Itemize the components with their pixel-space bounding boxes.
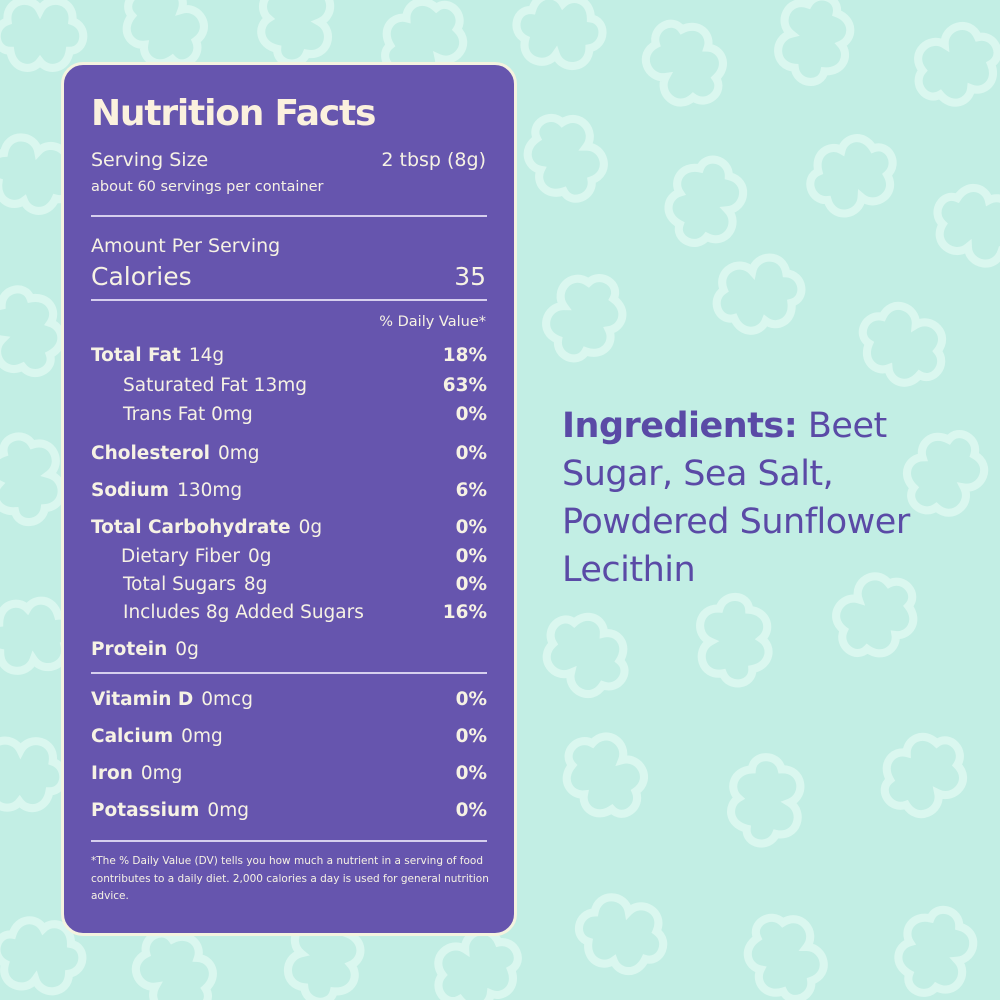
nutrient-amount: 0g (247, 546, 272, 567)
nutrient-label: Total Fat (91, 345, 181, 366)
nutrient-name: Cholesterol 0mg (91, 443, 259, 464)
nutrient-row: Total Fat 14g 18% (91, 345, 487, 369)
calories-label: Calories (91, 262, 192, 291)
nutrient-amount: 0g (175, 639, 199, 660)
nutrient-amount: 14g (188, 345, 225, 366)
nutrient-name: Vitamin D 0mcg (91, 689, 253, 710)
nutrient-name: Trans Fat 0mg (123, 404, 253, 425)
ingredients-label: Ingredients: (562, 406, 798, 446)
nutrient-daily-value: 0% (455, 800, 487, 821)
nutrient-name: Includes 8g Added Sugars (123, 602, 364, 623)
nutrient-label: Saturated Fat 13mg (123, 375, 307, 396)
nutrient-daily-value: 16% (442, 602, 487, 623)
nutrient-label: Protein (91, 639, 168, 660)
nutrient-daily-value: 0% (455, 517, 487, 538)
nutrient-name: Calcium 0mg (91, 726, 223, 747)
nutrient-daily-value: 63% (442, 375, 487, 396)
nutrient-label: Dietary Fiber (121, 546, 240, 567)
nutrient-daily-value: 0% (455, 726, 487, 747)
nutrient-name: Protein 0g (91, 639, 199, 660)
nutrient-row: Trans Fat 0mg 0% (91, 404, 487, 428)
nutrient-label: Total Sugars (123, 574, 236, 595)
nutrient-name: Sodium 130mg (91, 480, 242, 501)
nutrient-daily-value: 0% (455, 443, 487, 464)
nutrient-daily-value: 0% (455, 546, 487, 567)
nutrient-name: Potassium 0mg (91, 800, 249, 821)
nutrient-label: Calcium (91, 726, 174, 747)
serving-size-value: 2 tbsp (8g) (381, 149, 486, 171)
nutrient-row: Includes 8g Added Sugars 16% (91, 602, 487, 626)
nutrient-daily-value: 18% (442, 345, 487, 366)
nutrient-row: Calcium 0mg 0% (91, 726, 487, 750)
nutrient-amount: 0mg (181, 726, 223, 747)
nutrient-row: Cholesterol 0mg 0% (91, 443, 487, 467)
nutrient-name: Total Carbohydrate 0g (91, 517, 322, 538)
divider (91, 840, 487, 842)
nutrient-label: Trans Fat 0mg (123, 404, 253, 425)
nutrient-row: Protein 0g (91, 639, 487, 663)
nutrient-label: Includes 8g Added Sugars (123, 602, 364, 623)
nutrient-row: Dietary Fiber 0g 0% (91, 546, 487, 570)
divider (91, 299, 487, 301)
nutrient-daily-value: 0% (455, 689, 487, 710)
serving-size-label: Serving Size (91, 149, 209, 171)
nutrition-facts-panel: Nutrition Facts Serving Size 2 tbsp (8g)… (61, 62, 517, 936)
nutrient-name: Iron 0mg (91, 763, 182, 784)
daily-value-footnote: *The % Daily Value (DV) tells you how mu… (91, 855, 489, 902)
nutrient-amount: 8g (243, 574, 268, 595)
nutrient-amount: 0mcg (201, 689, 253, 710)
nutrient-label: Iron (91, 763, 133, 784)
nutrient-label: Cholesterol (91, 443, 210, 464)
nutrient-amount: 0mg (217, 443, 260, 464)
ingredients-text: Beet Sugar, Sea Salt, Powdered Sunflower… (562, 406, 910, 590)
nutrient-row: Saturated Fat 13mg 63% (91, 375, 487, 399)
nutrient-name: Total Fat 14g (91, 345, 224, 366)
nutrient-label: Potassium (91, 800, 200, 821)
nutrition-facts-title: Nutrition Facts (91, 93, 376, 134)
nutrient-row: Total Carbohydrate 0g 0% (91, 517, 487, 541)
nutrient-row: Potassium 0mg 0% (91, 800, 487, 824)
daily-value-header: % Daily Value* (379, 314, 486, 330)
nutrient-row: Sodium 130mg 6% (91, 480, 487, 504)
nutrient-row: Vitamin D 0mcg 0% (91, 689, 487, 713)
ingredients-block: Ingredients: Beet Sugar, Sea Salt, Powde… (562, 402, 962, 594)
nutrient-name: Total Sugars 8g (123, 574, 267, 595)
nutrient-row: Iron 0mg 0% (91, 763, 487, 787)
divider (91, 215, 487, 217)
nutrient-label: Sodium (91, 480, 170, 501)
nutrient-amount: 0g (298, 517, 323, 538)
nutrient-amount: 130mg (177, 480, 243, 501)
amount-per-serving-label: Amount Per Serving (91, 235, 281, 257)
nutrient-row: Total Sugars 8g 0% (91, 574, 487, 598)
nutrient-daily-value: 0% (455, 574, 487, 595)
servings-per-container: about 60 servings per container (91, 179, 324, 195)
calories-value: 35 (454, 262, 486, 291)
nutrient-name: Saturated Fat 13mg (123, 375, 307, 396)
nutrient-daily-value: 6% (455, 480, 487, 501)
nutrient-amount: 0mg (140, 763, 183, 784)
divider (91, 672, 487, 674)
nutrient-label: Vitamin D (91, 689, 194, 710)
nutrient-label: Total Carbohydrate (91, 517, 291, 538)
nutrient-daily-value: 0% (455, 763, 487, 784)
nutrient-name: Dietary Fiber 0g (121, 546, 271, 567)
nutrient-daily-value: 0% (455, 404, 487, 425)
nutrient-amount: 0mg (207, 800, 249, 821)
